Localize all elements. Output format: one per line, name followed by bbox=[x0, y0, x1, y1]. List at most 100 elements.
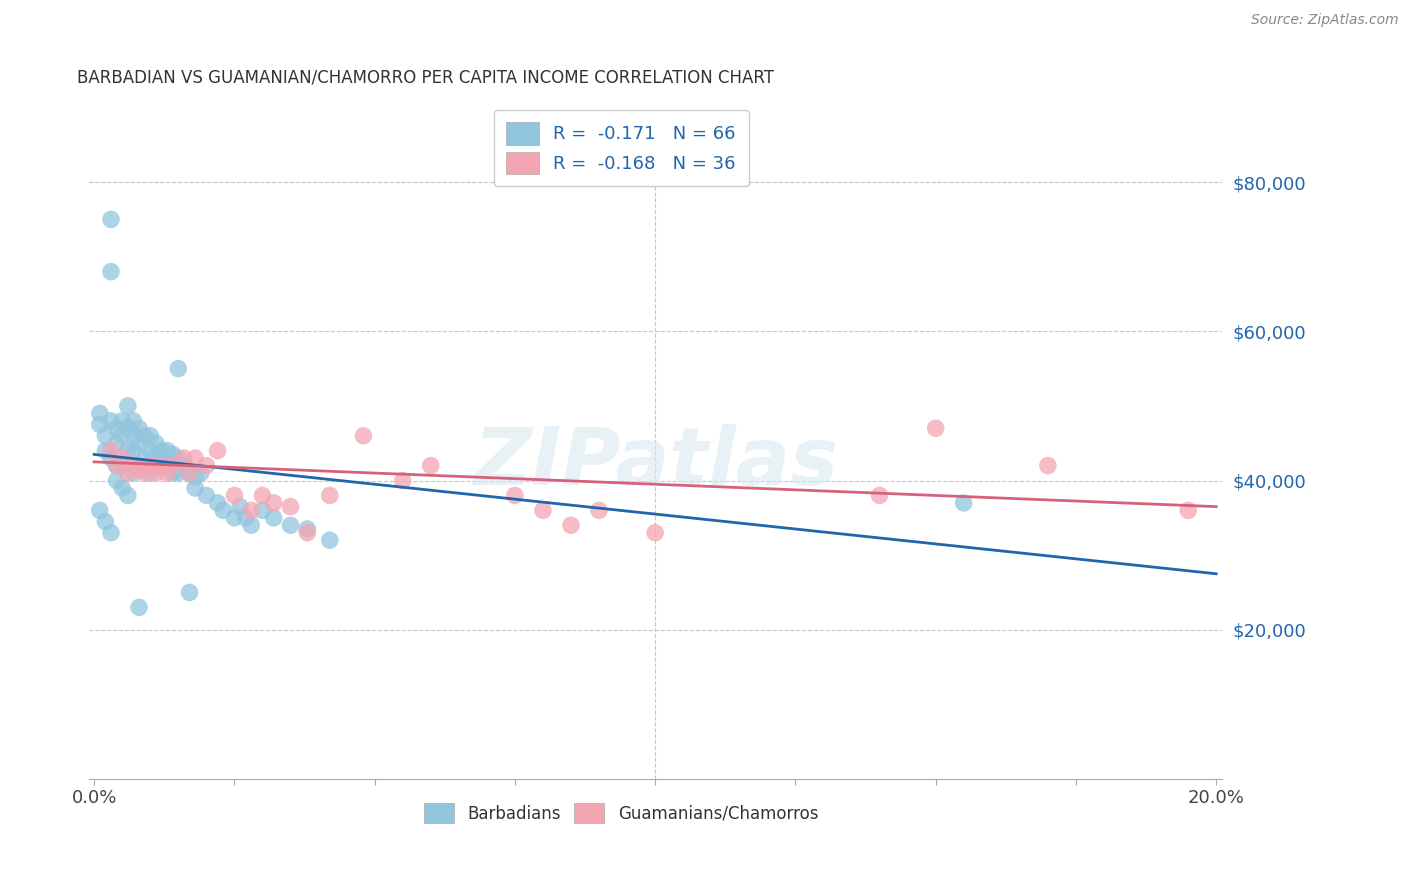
Point bbox=[128, 458, 150, 473]
Point bbox=[391, 474, 413, 488]
Point bbox=[156, 466, 179, 480]
Point bbox=[122, 414, 145, 428]
Point bbox=[145, 436, 167, 450]
Point bbox=[173, 458, 195, 473]
Point bbox=[100, 212, 122, 227]
Point bbox=[105, 436, 128, 450]
Point bbox=[560, 518, 582, 533]
Point bbox=[240, 503, 263, 517]
Point bbox=[111, 451, 134, 466]
Point bbox=[150, 443, 173, 458]
Point bbox=[173, 451, 195, 466]
Point bbox=[224, 511, 246, 525]
Point bbox=[117, 466, 139, 480]
Point bbox=[503, 488, 526, 502]
Point bbox=[89, 406, 111, 420]
Point bbox=[122, 466, 145, 480]
Point bbox=[224, 488, 246, 502]
Point bbox=[122, 458, 145, 473]
Point bbox=[105, 421, 128, 435]
Point bbox=[952, 496, 974, 510]
Point bbox=[134, 451, 156, 466]
Point bbox=[297, 525, 319, 540]
Point bbox=[531, 503, 554, 517]
Point bbox=[924, 421, 946, 435]
Point bbox=[139, 466, 162, 480]
Point bbox=[190, 466, 212, 480]
Point bbox=[128, 462, 150, 476]
Point bbox=[128, 421, 150, 435]
Point bbox=[100, 443, 122, 458]
Point bbox=[179, 466, 201, 480]
Point bbox=[179, 466, 201, 480]
Point bbox=[240, 518, 263, 533]
Point bbox=[167, 451, 190, 466]
Point bbox=[117, 488, 139, 502]
Point bbox=[128, 600, 150, 615]
Point bbox=[167, 466, 190, 480]
Point bbox=[263, 496, 285, 510]
Point bbox=[162, 466, 184, 480]
Point bbox=[419, 458, 441, 473]
Point bbox=[1177, 503, 1199, 517]
Point bbox=[252, 488, 274, 502]
Point bbox=[162, 458, 184, 473]
Point bbox=[89, 503, 111, 517]
Point bbox=[100, 265, 122, 279]
Point bbox=[212, 503, 235, 517]
Point bbox=[167, 361, 190, 376]
Point bbox=[150, 458, 173, 473]
Point bbox=[128, 436, 150, 450]
Point bbox=[352, 429, 374, 443]
Point bbox=[94, 429, 117, 443]
Point bbox=[297, 522, 319, 536]
Point bbox=[139, 429, 162, 443]
Point bbox=[100, 414, 122, 428]
Point bbox=[111, 429, 134, 443]
Point bbox=[319, 488, 342, 502]
Point bbox=[588, 503, 610, 517]
Point bbox=[111, 458, 134, 473]
Point bbox=[105, 458, 128, 473]
Point bbox=[162, 447, 184, 461]
Point bbox=[134, 466, 156, 480]
Point bbox=[117, 421, 139, 435]
Point bbox=[145, 466, 167, 480]
Point bbox=[122, 443, 145, 458]
Point bbox=[139, 458, 162, 473]
Point bbox=[89, 417, 111, 432]
Point bbox=[100, 451, 122, 466]
Point bbox=[105, 458, 128, 473]
Point bbox=[195, 488, 218, 502]
Point bbox=[156, 443, 179, 458]
Point bbox=[207, 496, 229, 510]
Point bbox=[1036, 458, 1059, 473]
Point bbox=[235, 511, 257, 525]
Point bbox=[319, 533, 342, 548]
Point bbox=[145, 451, 167, 466]
Point bbox=[94, 515, 117, 529]
Point bbox=[122, 429, 145, 443]
Point bbox=[111, 414, 134, 428]
Point bbox=[100, 525, 122, 540]
Point bbox=[644, 525, 666, 540]
Point bbox=[117, 399, 139, 413]
Point bbox=[150, 458, 173, 473]
Point bbox=[184, 451, 207, 466]
Point bbox=[117, 443, 139, 458]
Point bbox=[195, 458, 218, 473]
Point bbox=[111, 481, 134, 495]
Point bbox=[869, 488, 891, 502]
Text: ZIPatlas: ZIPatlas bbox=[472, 425, 838, 502]
Point bbox=[252, 503, 274, 517]
Point bbox=[207, 443, 229, 458]
Point bbox=[105, 474, 128, 488]
Point bbox=[94, 443, 117, 458]
Point bbox=[184, 481, 207, 495]
Point bbox=[156, 458, 179, 473]
Point bbox=[280, 500, 302, 514]
Text: Source: ZipAtlas.com: Source: ZipAtlas.com bbox=[1251, 13, 1399, 28]
Point bbox=[280, 518, 302, 533]
Point bbox=[179, 585, 201, 599]
Legend: Barbadians, Guamanians/Chamorros: Barbadians, Guamanians/Chamorros bbox=[416, 795, 827, 831]
